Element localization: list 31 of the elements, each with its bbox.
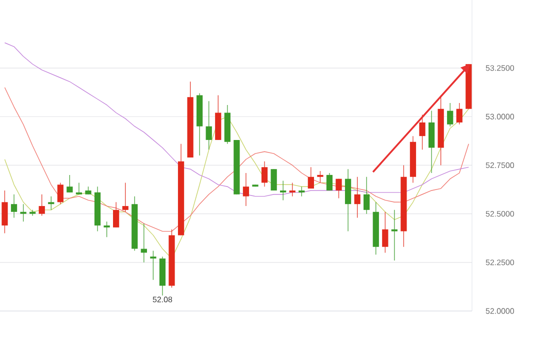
candlestick — [48, 196, 54, 210]
candlestick — [317, 170, 324, 184]
candlestick — [66, 174, 73, 193]
candlestick — [38, 194, 45, 216]
candlestick — [419, 114, 426, 150]
candlestick — [261, 161, 268, 187]
candlestick — [447, 102, 454, 127]
candlestick — [298, 186, 305, 197]
candlestick — [382, 212, 388, 253]
candlestick — [206, 100, 212, 150]
candlestick — [456, 102, 462, 125]
candlestick — [150, 250, 156, 280]
candlestick — [30, 210, 36, 216]
candlestick — [76, 182, 82, 195]
candlestick — [354, 176, 360, 218]
candlestick — [326, 172, 333, 191]
candlestick — [308, 166, 314, 189]
candlestick — [113, 202, 120, 228]
candlestick — [336, 178, 342, 199]
candlestick — [242, 172, 250, 206]
candlestick — [2, 190, 8, 234]
candlestick — [104, 221, 110, 238]
candlestick — [122, 182, 128, 212]
candlestick — [10, 194, 18, 218]
candlestick — [270, 168, 277, 191]
candlestick — [280, 180, 286, 201]
candlestick — [20, 204, 26, 222]
candlestick — [364, 176, 370, 214]
candlestick — [289, 182, 296, 197]
candlestick — [57, 182, 64, 204]
candlestick — [391, 210, 398, 261]
